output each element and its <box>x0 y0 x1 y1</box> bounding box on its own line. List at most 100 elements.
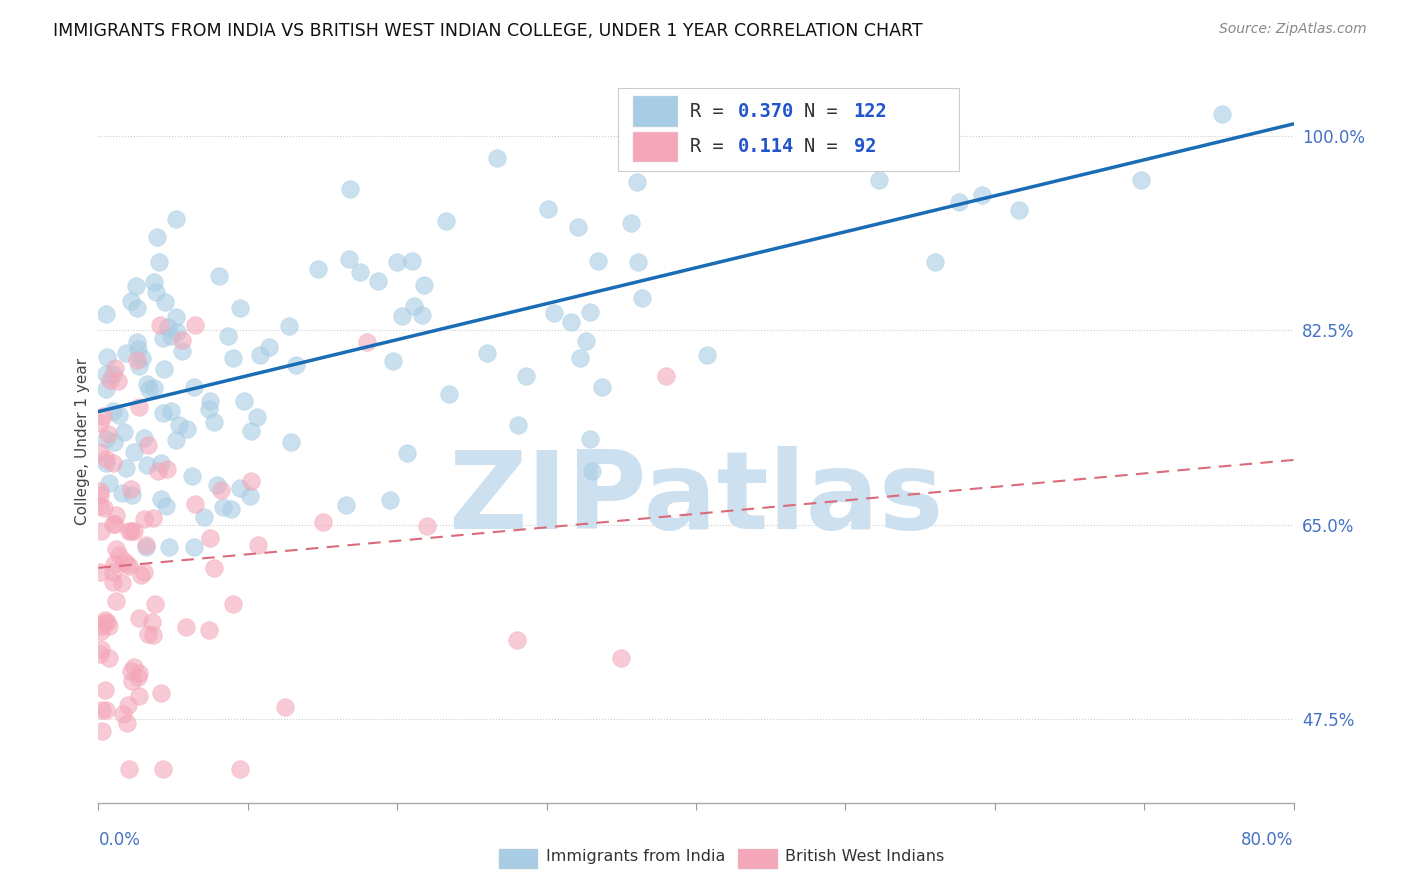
Point <box>94 307 117 321</box>
Text: ZIPatlas: ZIPatlas <box>449 446 943 552</box>
Point <box>114 346 136 360</box>
Point <box>311 515 333 529</box>
Point <box>239 474 262 488</box>
Point <box>150 491 173 506</box>
Point <box>153 361 176 376</box>
Point <box>626 175 648 189</box>
Point <box>118 763 141 777</box>
Point <box>696 348 718 362</box>
Point <box>284 358 307 372</box>
Point <box>136 438 159 452</box>
Point <box>610 651 633 665</box>
Text: 122: 122 <box>853 102 887 120</box>
Point <box>108 408 131 422</box>
Point <box>222 351 245 365</box>
Point <box>93 615 115 630</box>
Point <box>145 229 167 244</box>
Point <box>1129 172 1152 186</box>
Point <box>89 416 111 430</box>
Point <box>103 434 125 449</box>
Point <box>143 597 166 611</box>
Text: 0.370: 0.370 <box>738 102 794 120</box>
Point <box>93 682 115 697</box>
Point <box>125 334 148 349</box>
Text: R =: R = <box>690 137 747 156</box>
Point <box>411 308 433 322</box>
Point <box>156 462 179 476</box>
Point <box>105 541 128 556</box>
Point <box>91 703 114 717</box>
Point <box>111 576 134 591</box>
Point <box>94 382 117 396</box>
Point <box>146 464 169 478</box>
Text: IMMIGRANTS FROM INDIA VS BRITISH WEST INDIAN COLLEGE, UNDER 1 YEAR CORRELATION C: IMMIGRANTS FROM INDIA VS BRITISH WEST IN… <box>53 22 924 40</box>
Point <box>132 431 155 445</box>
Point <box>152 406 174 420</box>
Point <box>207 268 229 283</box>
Point <box>160 404 183 418</box>
Point <box>543 306 565 320</box>
Point <box>103 575 125 590</box>
Point <box>165 433 187 447</box>
Point <box>101 516 124 531</box>
Point <box>122 524 145 538</box>
Point <box>170 344 193 359</box>
Point <box>98 373 121 387</box>
Point <box>207 478 229 492</box>
Text: 92: 92 <box>853 137 876 156</box>
Point <box>103 367 125 381</box>
Point <box>103 566 125 580</box>
Point <box>148 255 170 269</box>
Point <box>437 387 460 401</box>
Point <box>385 254 408 268</box>
Point <box>101 456 124 470</box>
Point <box>150 456 173 470</box>
Point <box>232 394 254 409</box>
Point <box>165 310 187 325</box>
Text: 0.114: 0.114 <box>738 137 794 156</box>
Point <box>96 351 118 365</box>
Point <box>117 698 139 712</box>
Point <box>381 354 404 368</box>
Point <box>131 351 153 366</box>
Point <box>89 445 111 459</box>
Point <box>108 548 131 562</box>
Point <box>125 301 148 316</box>
Point <box>339 182 361 196</box>
Point <box>356 335 378 350</box>
Point <box>200 531 222 545</box>
Point <box>135 458 157 472</box>
Point <box>90 624 112 638</box>
Point <box>378 493 401 508</box>
Point <box>143 276 166 290</box>
Point <box>90 619 112 633</box>
Point <box>115 461 138 475</box>
Point <box>506 633 529 648</box>
Point <box>125 278 148 293</box>
Point <box>103 557 125 571</box>
Point <box>578 305 600 319</box>
Point <box>94 456 117 470</box>
Point <box>198 623 221 637</box>
Point <box>972 188 994 202</box>
Point <box>592 380 614 394</box>
Point <box>142 511 165 525</box>
Point <box>240 424 263 438</box>
Point <box>307 261 329 276</box>
Point <box>229 763 252 777</box>
Point <box>91 409 114 423</box>
Point <box>868 173 890 187</box>
Point <box>396 446 419 460</box>
Point <box>90 524 112 538</box>
Point <box>115 557 138 571</box>
Point <box>138 626 160 640</box>
Point <box>112 425 135 439</box>
Point <box>280 434 302 449</box>
Point <box>506 418 529 433</box>
Point <box>515 368 537 383</box>
Point <box>89 488 111 502</box>
Point <box>184 497 207 511</box>
Point <box>391 309 413 323</box>
Point <box>149 318 172 332</box>
Point <box>132 511 155 525</box>
